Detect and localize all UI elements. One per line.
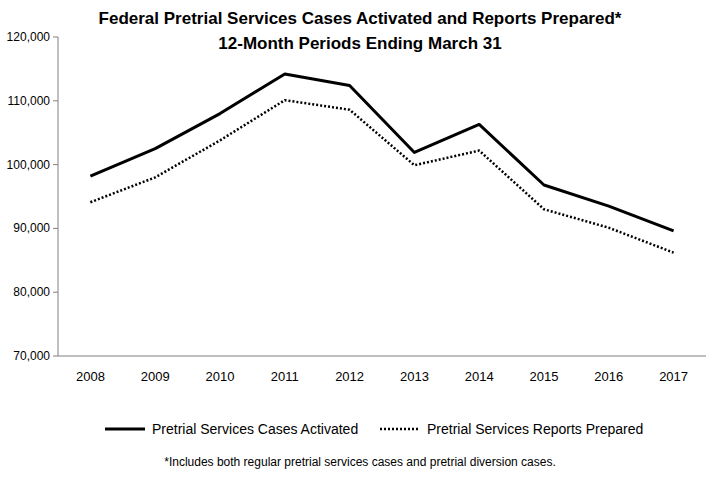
plot-area <box>90 74 673 253</box>
x-tick-label: 2016 <box>594 369 623 384</box>
x-tick-label: 2015 <box>530 369 559 384</box>
x-tick-label: 2009 <box>141 369 170 384</box>
y-tick <box>53 37 58 38</box>
x-tick-label: 2011 <box>271 369 299 384</box>
footnote: *Includes both regular pretrial services… <box>164 455 556 469</box>
x-tick-label: 2012 <box>335 369 364 384</box>
y-tick-label: 80,000 <box>13 285 50 299</box>
y-tick <box>53 356 58 357</box>
y-tick <box>53 292 58 293</box>
chart: Federal Pretrial Services Cases Activate… <box>0 0 712 480</box>
legend-swatch <box>105 428 145 431</box>
subtitle: 12-Month Periods Ending March 31 <box>218 34 501 53</box>
legend-label: Pretrial Services Reports Prepared <box>427 421 643 437</box>
y-tick-label: 70,000 <box>13 349 50 363</box>
legend-swatch <box>380 428 420 431</box>
series-line <box>90 74 673 231</box>
y-tick <box>53 228 58 229</box>
y-tick-label: 100,000 <box>7 158 51 172</box>
y-tick-label: 120,000 <box>7 30 51 44</box>
legend-label: Pretrial Services Cases Activated <box>152 421 358 437</box>
title: Federal Pretrial Services Cases Activate… <box>99 9 622 28</box>
y-tick <box>53 164 58 165</box>
x-tick-label: 2013 <box>400 369 429 384</box>
y-tick-label: 110,000 <box>8 94 51 108</box>
x-tick-label: 2008 <box>76 369 105 384</box>
y-tick-label: 90,000 <box>13 221 50 235</box>
x-tick-label: 2010 <box>206 369 235 384</box>
x-tick-label: 2017 <box>659 369 688 384</box>
series-line <box>90 100 673 252</box>
y-tick <box>53 100 58 101</box>
x-axis <box>58 356 706 357</box>
y-axis <box>58 37 59 356</box>
x-tick-label: 2014 <box>465 369 494 384</box>
